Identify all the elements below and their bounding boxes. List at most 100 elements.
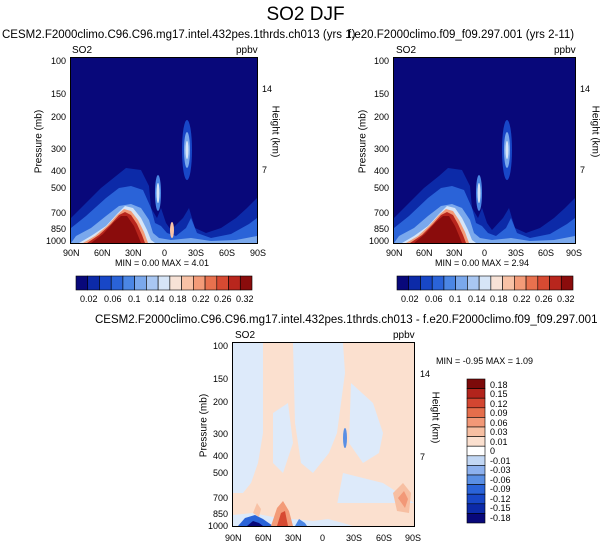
panel3-xtick-60S: 60S	[376, 533, 393, 543]
panel2-units-label: ppbv	[554, 45, 576, 56]
panel3-xtick-0: 0	[320, 533, 326, 543]
cb2-swatch-1	[408, 275, 421, 291]
panel1-ylabel-right: Height (km)	[269, 105, 281, 158]
panel2-ytick-850: 850	[374, 224, 390, 234]
panel3-ytick-1000: 1000	[208, 521, 229, 531]
panel3-xtick-90S: 90S	[405, 533, 422, 543]
cb2-swatch-13	[549, 275, 562, 291]
panel3-ytick-right-7: 7	[420, 452, 426, 462]
cb1-swatch-1	[87, 275, 100, 291]
panel2-ytick-right-14: 14	[580, 84, 591, 94]
panel1-cb-label-5: 0.22	[192, 294, 210, 304]
panel2-xtick-60N: 60N	[416, 248, 433, 258]
cb2-swatch-10	[514, 275, 527, 291]
cb3-swatch-2	[466, 397, 486, 409]
cb3-swatch-9	[466, 465, 486, 476]
panel2-cb-label-7: 0.32	[557, 294, 575, 304]
panel2-ylabel: Pressure (mb)	[357, 109, 369, 174]
panel1-ytick-400: 400	[51, 166, 67, 176]
panel2-ytick-150: 150	[374, 89, 390, 99]
panel2-ytick-200: 200	[374, 112, 390, 122]
panel2-xtick-0: 0	[482, 248, 488, 258]
panel1-ytick-right-7: 7	[262, 165, 268, 175]
cb3-swatch-10	[466, 474, 486, 485]
panel3-contour-field	[233, 343, 414, 526]
cb3-swatch-13	[466, 503, 486, 514]
cb2-swatch-5	[455, 275, 468, 291]
cb1-swatch-3	[110, 275, 124, 291]
panel3-ylabel-right: Height (km)	[429, 391, 441, 444]
cb1-swatch-7	[157, 275, 171, 291]
cb1-swatch-14	[239, 275, 253, 291]
panel2-contour-field	[394, 58, 575, 243]
panel3-ytick-400: 400	[213, 451, 229, 461]
panel3-species-label: SO2	[235, 330, 256, 341]
panel2-ytick-300: 300	[374, 144, 390, 154]
panel1-ytick-300: 300	[51, 144, 67, 154]
panel1-contour-field	[71, 58, 257, 243]
panel1-ytick-200: 200	[51, 112, 67, 122]
panel1-xtick-0: 0	[162, 248, 168, 258]
cb2-swatch-7	[478, 275, 492, 291]
cb1-swatch-10	[193, 275, 206, 291]
panel3-xtick-30N: 30N	[285, 533, 302, 543]
panel3-ytick-200: 200	[213, 397, 229, 407]
panel3-cb-label-13: -0.15	[490, 503, 511, 513]
panel1-title: CESM2.F2000climo.C96.C96.mg17.intel.432p…	[2, 29, 356, 41]
panel2-cb-label-4: 0.18	[490, 294, 508, 304]
panel1-plot-area	[70, 57, 258, 244]
panel1-cb-label-4: 0.18	[169, 294, 187, 304]
panel2-ytick-400: 400	[374, 166, 390, 176]
cb2-swatch-14	[560, 275, 574, 291]
panel2-ytick-1000: 1000	[369, 236, 390, 246]
panel2-ytick-700: 700	[374, 208, 390, 218]
cb1-swatch-8	[169, 275, 182, 291]
panel2-species-label: SO2	[396, 45, 417, 56]
panel1-colorbar	[75, 275, 253, 291]
panel1-ytick-150: 150	[51, 89, 67, 99]
panel1-units-label: ppbv	[236, 45, 258, 56]
cb1-swatch-6	[146, 275, 159, 291]
main-title: SO2 DJF	[266, 4, 345, 25]
panel1-ylabel: Pressure (mb)	[33, 109, 45, 174]
panel2-cb-label-2: 0.1	[449, 294, 462, 304]
cb1-swatch-11	[204, 275, 218, 291]
panel3-ytick-300: 300	[213, 429, 229, 439]
panel1-ytick-100: 100	[51, 56, 67, 66]
panel3-cb-label-0: 0.18	[490, 380, 508, 390]
cb3-swatch-5	[466, 426, 486, 437]
panel3-cb-label-8: -0.01	[490, 456, 511, 466]
cb2-swatch-0	[396, 275, 410, 291]
panel2-ylabel-right: Height (km)	[589, 105, 601, 158]
panel2-title: f.e20.F2000climo.f09_f09.297.001 (yrs 2-…	[348, 29, 575, 41]
panel3-cb-label-2: 0.12	[490, 399, 508, 409]
panel2-cb-label-5: 0.22	[513, 294, 531, 304]
panel1-ytick-1000: 1000	[46, 236, 67, 246]
cb3-swatch-1	[466, 388, 486, 399]
cb2-swatch-4	[443, 275, 456, 291]
panel1-cb-label-3: 0.14	[147, 294, 165, 304]
panel3-cb-label-3: 0.09	[490, 408, 508, 418]
panel2-cb-label-0: 0.02	[401, 294, 419, 304]
panel2-minmax: MIN = 0.00 MAX = 2.94	[435, 258, 530, 268]
panel1-ytick-850: 850	[51, 224, 67, 234]
cb1-swatch-5	[134, 275, 147, 291]
panel2-ytick-500: 500	[374, 183, 390, 193]
panel1-xtick-90N: 90N	[63, 248, 80, 258]
panel2-xtick-90S: 90S	[566, 248, 583, 258]
cb3-swatch-4	[466, 417, 486, 428]
panel1-cb-label-1: 0.06	[104, 294, 122, 304]
panel3-xtick-90N: 90N	[225, 533, 242, 543]
cb1-swatch-9	[181, 275, 194, 291]
cb2-swatch-9	[502, 275, 515, 291]
panel3-ytick-700: 700	[213, 493, 229, 503]
panel3-cb-label-9: -0.03	[490, 465, 511, 475]
panel2-xtick-60S: 60S	[538, 248, 555, 258]
panel3-units-label: ppbv	[393, 330, 415, 341]
cb3-swatch-11	[466, 484, 486, 495]
cb3-swatch-0	[466, 378, 486, 389]
cb1-swatch-2	[99, 275, 112, 291]
panel3-cb-label-11: -0.09	[490, 484, 511, 494]
panel1-cb-label-0: 0.02	[80, 294, 98, 304]
cb3-swatch-3	[466, 407, 486, 418]
